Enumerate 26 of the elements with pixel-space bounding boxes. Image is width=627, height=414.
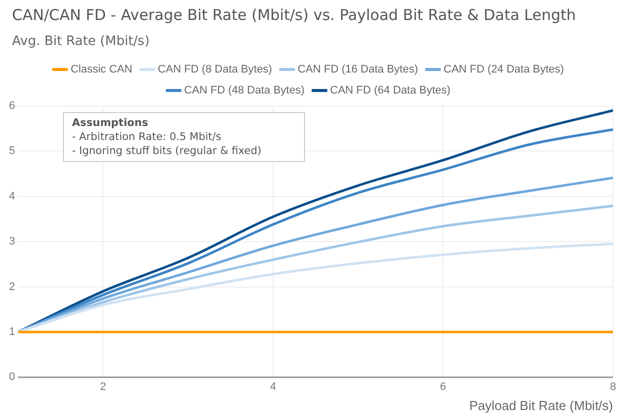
annotation: - Ignoring stuff bits (regular & fixed)	[72, 144, 262, 158]
y-tick-label: 5	[8, 145, 16, 158]
y-tick-label: 0	[8, 371, 16, 384]
y-tick-label: 4	[8, 190, 16, 202]
y-tick-label: 1	[8, 326, 16, 338]
legend-label: CAN FD (24 Data Bytes)	[444, 64, 564, 76]
chart-title: CAN/CAN FD - Average Bit Rate (Mbit/s) vs. Payload Bit Rate & Data Length	[12, 6, 576, 24]
x-axis-title: Payload Bit Rate (Mbit/s)	[469, 398, 613, 413]
line-series	[18, 176, 613, 334]
x-tick-label: 2	[100, 380, 106, 393]
x-tick-label: 8	[610, 380, 616, 393]
legend-label: CAN FD (64 Data Bytes)	[330, 84, 450, 97]
annotation: Assumptions	[72, 116, 150, 130]
line-series	[18, 242, 613, 334]
annotation: - Arbitration Rate: 0.5 Mbit/s	[72, 130, 222, 144]
legend-label: CAN FD (48 Data Bytes)	[184, 84, 304, 97]
x-tick-label: 4	[270, 380, 276, 393]
legend-label: Classic CAN	[70, 64, 132, 76]
y-axis-title: Avg. Bit Rate (Mbit/s)	[12, 34, 150, 49]
y-tick-label: 3	[8, 236, 16, 248]
y-tick-label: 2	[8, 280, 16, 293]
legend-label: CAN FD (8 Data Bytes)	[158, 64, 272, 76]
callout-box: Assumptions - Arbitration Rate: 0.5 Mbit/s - Ignoring stuff bits (regular & fixed)	[63, 112, 305, 162]
x-tick-label: 6	[440, 380, 446, 393]
legend-label: CAN FD (16 Data Bytes)	[298, 64, 418, 76]
y-tick-label: 6	[8, 100, 16, 112]
